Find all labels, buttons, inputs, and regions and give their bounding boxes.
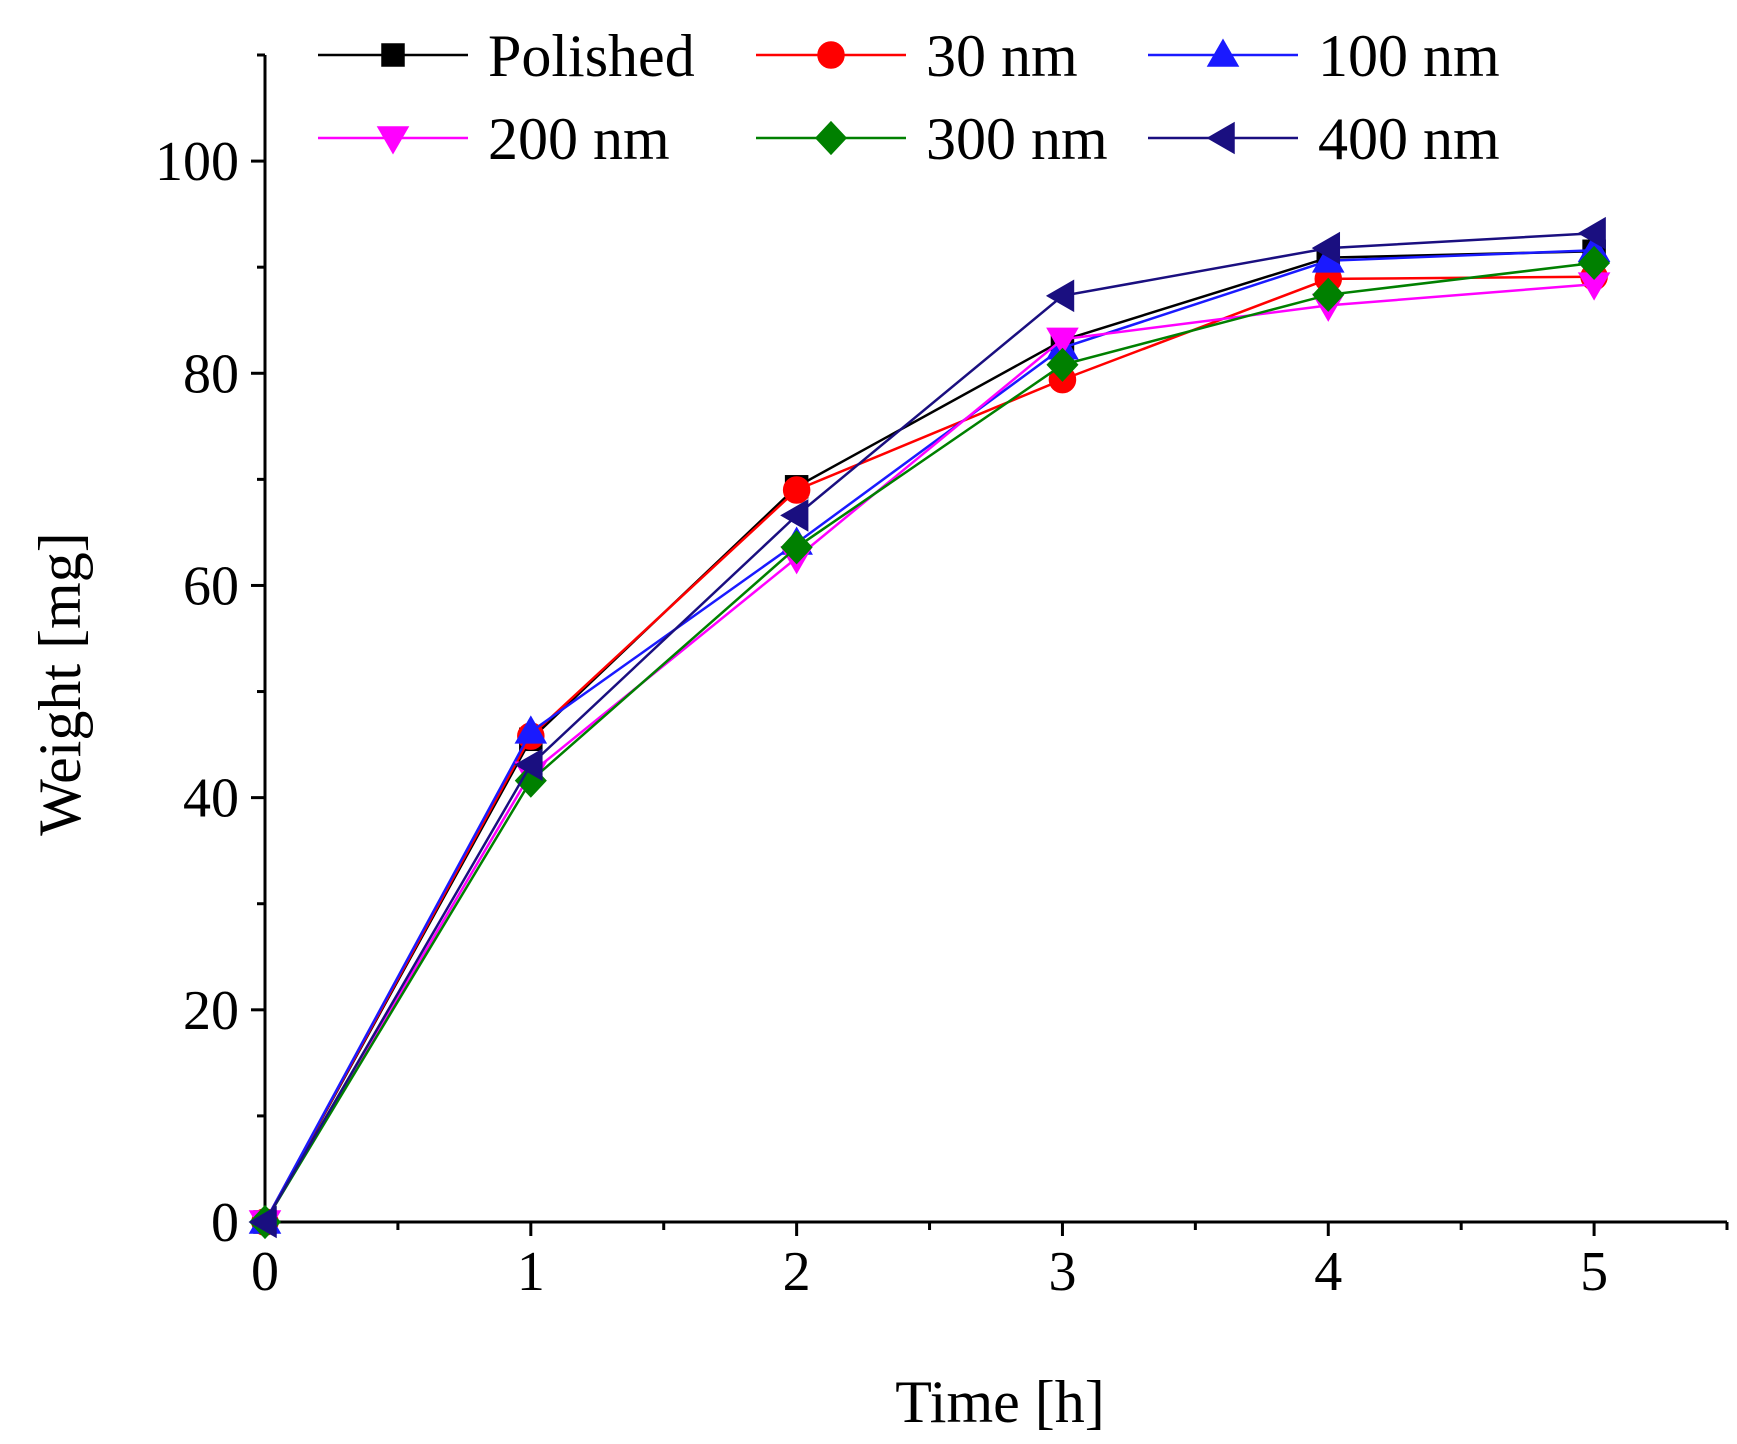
data-point-300-nm <box>1312 277 1345 312</box>
legend-label: 300 nm <box>926 106 1108 172</box>
legend-label: Polished <box>488 23 695 89</box>
series-line-100-nm <box>263 248 1595 1223</box>
x-tick-label: 4 <box>1314 1241 1342 1303</box>
data-point-200-nm <box>1046 327 1079 356</box>
data-point-400-nm <box>1577 216 1606 250</box>
legend: Polished 30 nm 100 nm 200 nm 300 nm 400 nm <box>318 23 1500 172</box>
legend-marker <box>376 126 410 155</box>
legend-item-400-nm: 400 nm <box>1148 106 1500 172</box>
series-layer <box>248 216 1611 1240</box>
y-tick-label: 0 <box>211 1192 239 1254</box>
legend-marker <box>1206 121 1235 155</box>
data-point-400-nm <box>514 748 543 782</box>
legend-label: 400 nm <box>1318 106 1500 172</box>
legend-item-polished: Polished <box>318 23 695 89</box>
series-line-200-nm <box>263 282 1595 1223</box>
x-tick-label: 5 <box>1580 1241 1608 1303</box>
data-point-400-nm <box>1311 231 1341 265</box>
y-tick-label: 60 <box>183 555 239 617</box>
series-300-nm <box>248 245 1611 1240</box>
data-point-400-nm <box>248 1205 277 1239</box>
series-line-300-nm <box>263 261 1595 1223</box>
series-line-30-nm <box>263 275 1595 1223</box>
y-tick-label: 100 <box>155 131 239 193</box>
series-line-400-nm <box>263 231 1595 1223</box>
legend-label: 100 nm <box>1318 23 1500 89</box>
legend-marker <box>814 120 848 156</box>
y-axis-title: Weight [mg] <box>27 532 93 835</box>
y-tick-label: 80 <box>183 343 239 405</box>
x-axis-title: Time [h] <box>895 1369 1104 1435</box>
series-polished <box>253 239 1606 1234</box>
data-point-400-nm <box>780 499 809 532</box>
legend-marker <box>817 41 845 69</box>
legend-item-300-nm: 300 nm <box>756 106 1108 172</box>
legend-marker <box>381 43 405 67</box>
axes: 0 1 2 3 4 5 0 20 40 60 80 100 <box>155 53 1729 1303</box>
legend-item-30-nm: 30 nm <box>756 23 1078 89</box>
data-point-300-nm <box>1046 347 1079 382</box>
legend-item-100-nm: 100 nm <box>1148 23 1500 89</box>
series-30-nm <box>251 262 1608 1236</box>
data-point-100-nm <box>514 715 548 744</box>
x-tick-label: 1 <box>517 1241 545 1303</box>
x-tick-label: 2 <box>783 1241 811 1303</box>
data-point-30-nm <box>782 476 811 504</box>
data-point-300-nm <box>1578 245 1611 281</box>
legend-item-200-nm: 200 nm <box>318 106 670 172</box>
legend-label: 30 nm <box>926 23 1078 89</box>
series-100-nm <box>248 233 1611 1234</box>
x-tick-label: 0 <box>251 1241 279 1303</box>
y-tick-label: 20 <box>183 980 239 1042</box>
legend-label: 200 nm <box>488 106 670 172</box>
data-point-300-nm <box>780 530 813 565</box>
x-tick-label: 3 <box>1048 1241 1076 1303</box>
data-point-400-nm <box>1045 279 1075 313</box>
series-line-polished <box>263 250 1595 1223</box>
legend-marker <box>1206 38 1240 67</box>
series-400-nm <box>248 216 1606 1239</box>
y-tick-label: 40 <box>183 768 239 830</box>
series-200-nm <box>248 272 1611 1239</box>
